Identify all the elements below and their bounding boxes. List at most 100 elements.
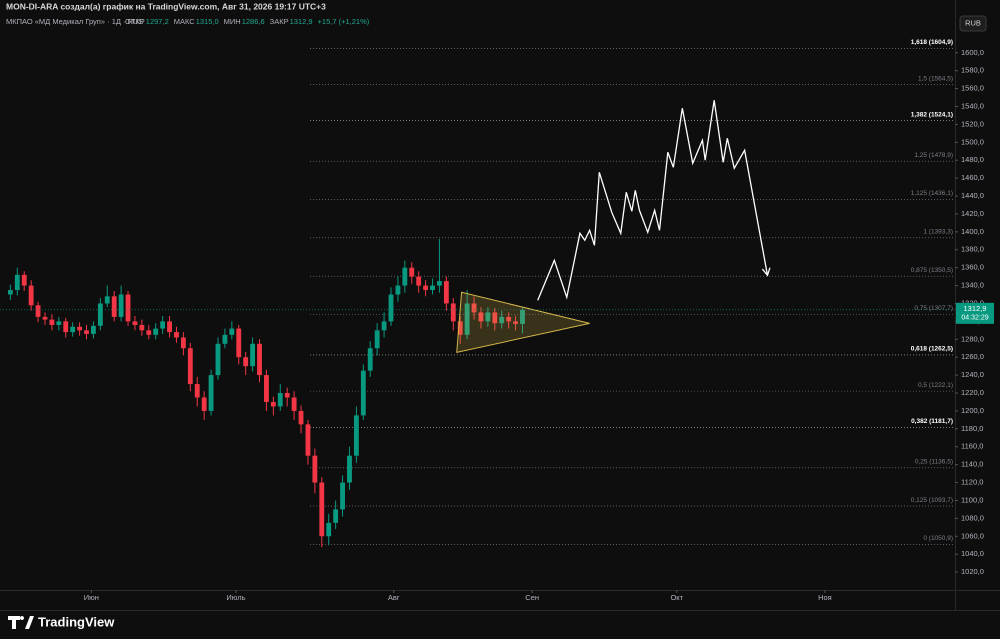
candle-body xyxy=(236,328,242,358)
fib-label: 0,875 (1350,5) xyxy=(911,267,953,274)
candle-body xyxy=(277,393,283,407)
currency-label[interactable]: RUB xyxy=(965,18,981,27)
candle-body xyxy=(402,267,408,286)
candle-body xyxy=(174,332,179,338)
candle-body xyxy=(77,326,83,331)
y-tick-label: 1540,0 xyxy=(961,101,984,110)
candle-body xyxy=(111,296,117,317)
x-tick-label: Сен xyxy=(525,593,539,602)
ohlc-label: ОТКР xyxy=(125,17,145,26)
y-tick-label: 1420,0 xyxy=(961,209,984,218)
candle-body xyxy=(257,343,262,376)
candle-body xyxy=(437,281,442,286)
candle-body xyxy=(409,267,415,277)
candle-body xyxy=(160,321,166,329)
candle-body xyxy=(319,482,325,537)
triangle-drawing xyxy=(456,291,590,353)
ohlc-label: МИН xyxy=(224,17,241,26)
candle-body xyxy=(153,328,159,335)
projection-path xyxy=(537,100,769,301)
candle-body xyxy=(443,281,449,304)
change: +15,7 (+1,21%) xyxy=(318,17,370,26)
candle-body xyxy=(28,285,34,306)
candle-body xyxy=(14,274,20,291)
y-tick-label: 1240,0 xyxy=(961,370,984,379)
candle-body xyxy=(416,276,422,286)
candle-body xyxy=(298,410,304,425)
plot: 1020,0 1040,0 1060,0 1080,0 1100,0 1120,0 1140… xyxy=(0,39,994,602)
candle-body xyxy=(478,312,484,322)
y-tick-label: 1100,0 xyxy=(961,495,983,504)
y-tick-label: 1140,0 xyxy=(961,460,983,469)
candle-body xyxy=(492,312,498,324)
candle-body xyxy=(201,397,207,411)
candle-body xyxy=(125,294,131,322)
fib-label: 0,25 (1136,5) xyxy=(915,458,953,465)
ohlc-label: ЗАКР xyxy=(270,17,289,26)
candle-body xyxy=(353,415,359,456)
fib-label: 1,25 (1478,9) xyxy=(914,152,953,159)
y-tick-label: 1500,0 xyxy=(961,137,984,146)
x-tick-label: Окт xyxy=(670,593,683,602)
candle-body xyxy=(291,397,297,411)
candle-body xyxy=(374,330,380,349)
y-tick-label: 1220,0 xyxy=(961,388,984,397)
candle-body xyxy=(132,321,138,325)
candle-body xyxy=(7,290,13,295)
candle-body xyxy=(84,330,89,334)
candle-body xyxy=(388,294,394,322)
fib-label: 1,382 (1524,1) xyxy=(911,111,953,118)
y-tick-label: 1080,0 xyxy=(961,513,984,522)
last-price-label: 1312,9 xyxy=(964,304,987,313)
candle-body xyxy=(222,334,228,344)
candle-body xyxy=(250,343,256,367)
candle-body xyxy=(21,274,27,286)
x-tick-label: Июн xyxy=(84,593,99,602)
y-tick-label: 1260,0 xyxy=(961,352,984,361)
fib-label: 0 (1050,9) xyxy=(923,535,953,542)
y-tick-label: 1520,0 xyxy=(961,119,984,128)
x-tick-label: Ноя xyxy=(818,593,832,602)
candle-body xyxy=(520,309,525,324)
fib-label: 0,618 (1262,5) xyxy=(911,346,953,353)
ohlc-legend: ОТКР 1297,2 МАКС 1315,0 МИН 1286,6 ЗАКР 1312,9 +… xyxy=(125,17,370,26)
y-tick-label: 1360,0 xyxy=(961,263,984,272)
candle-body xyxy=(395,285,401,295)
fib-label: 0,75 (1307,7) xyxy=(914,305,953,312)
y-tick-label: 1380,0 xyxy=(961,245,984,254)
fib-label: 0,5 (1222,1) xyxy=(918,382,953,389)
candle-body xyxy=(485,312,491,322)
symbol: МКПАО «МД Медикал Груп» · 1Д · RUS xyxy=(6,17,143,26)
fib-label: 0,125 (1093,7) xyxy=(911,497,953,504)
ohlc-value: 1297,2 xyxy=(146,17,169,26)
currency-button[interactable] xyxy=(959,15,987,32)
x-tick-label: Июль xyxy=(226,593,245,602)
candle-body xyxy=(457,321,463,335)
candle-body xyxy=(146,330,152,335)
y-tick-label: 1040,0 xyxy=(961,549,984,558)
candle-body xyxy=(423,285,429,291)
y-tick-label: 1440,0 xyxy=(961,191,984,200)
candle-body xyxy=(464,303,470,335)
candle-body xyxy=(42,316,48,320)
caption: MON-DI-ARA создал(а) график на TradingVi… xyxy=(6,1,326,11)
ohlc-value: 1312,9 xyxy=(290,17,313,26)
y-tick-label: 1400,0 xyxy=(961,227,984,236)
candle-body xyxy=(56,321,62,325)
candle-body xyxy=(49,319,55,325)
candle-body xyxy=(167,321,172,333)
candle-body xyxy=(471,303,477,313)
candle-body xyxy=(312,455,318,483)
candle-body xyxy=(118,294,124,317)
candle-body xyxy=(270,401,276,407)
y-tick-label: 1120,0 xyxy=(961,478,983,487)
y-tick-label: 1200,0 xyxy=(961,406,984,415)
last-price-timer: 04:32:29 xyxy=(961,315,988,322)
candle-body xyxy=(139,324,145,331)
candle-body xyxy=(360,370,366,416)
ohlc-label: МАКС xyxy=(174,17,196,26)
projection-arrowhead xyxy=(761,267,771,277)
candle-body xyxy=(243,357,249,367)
candle-body xyxy=(381,321,387,331)
